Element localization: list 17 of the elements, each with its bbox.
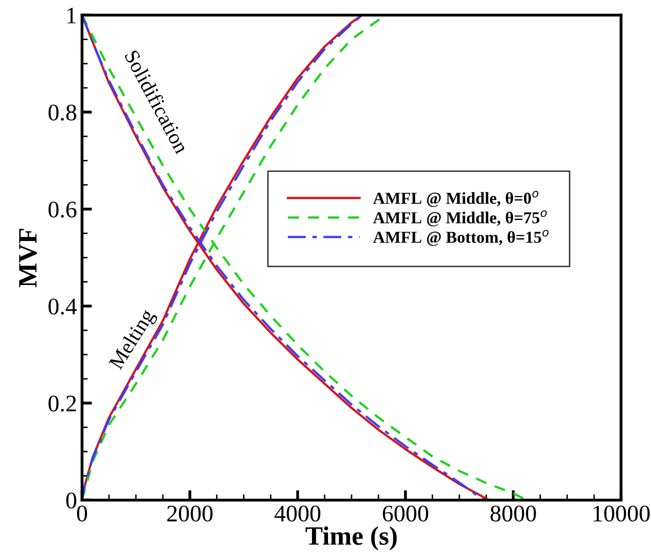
- y-tick-label: 0.4: [48, 298, 77, 315]
- x-tick-label: 0: [77, 506, 88, 522]
- x-tick-label: 8000: [490, 506, 536, 522]
- y-tick-label: 0.8: [48, 104, 76, 121]
- y-tick-label: 1: [67, 8, 76, 24]
- x-axis-title: Time (s): [306, 526, 397, 550]
- legend-label: AMFL @ Middle, θ=75$^{o}$: [373, 210, 547, 226]
- x-tick-label: 2000: [167, 506, 213, 522]
- y-tick-label: 0.2: [48, 396, 76, 412]
- x-tick-label: 10000: [594, 506, 650, 522]
- legend-label: AMFL @ Bottom, θ=15$^{o}$: [373, 230, 549, 246]
- x-tick-label: 6000: [382, 506, 428, 522]
- y-tick-label: 0.6: [48, 202, 76, 218]
- x-tick-label: 4000: [274, 506, 320, 522]
- y-tick-label: 0: [66, 492, 76, 509]
- legend-label: AMFL @ Middle, θ=0$^{o}$: [373, 190, 538, 207]
- y-axis-title: MVF: [19, 228, 37, 288]
